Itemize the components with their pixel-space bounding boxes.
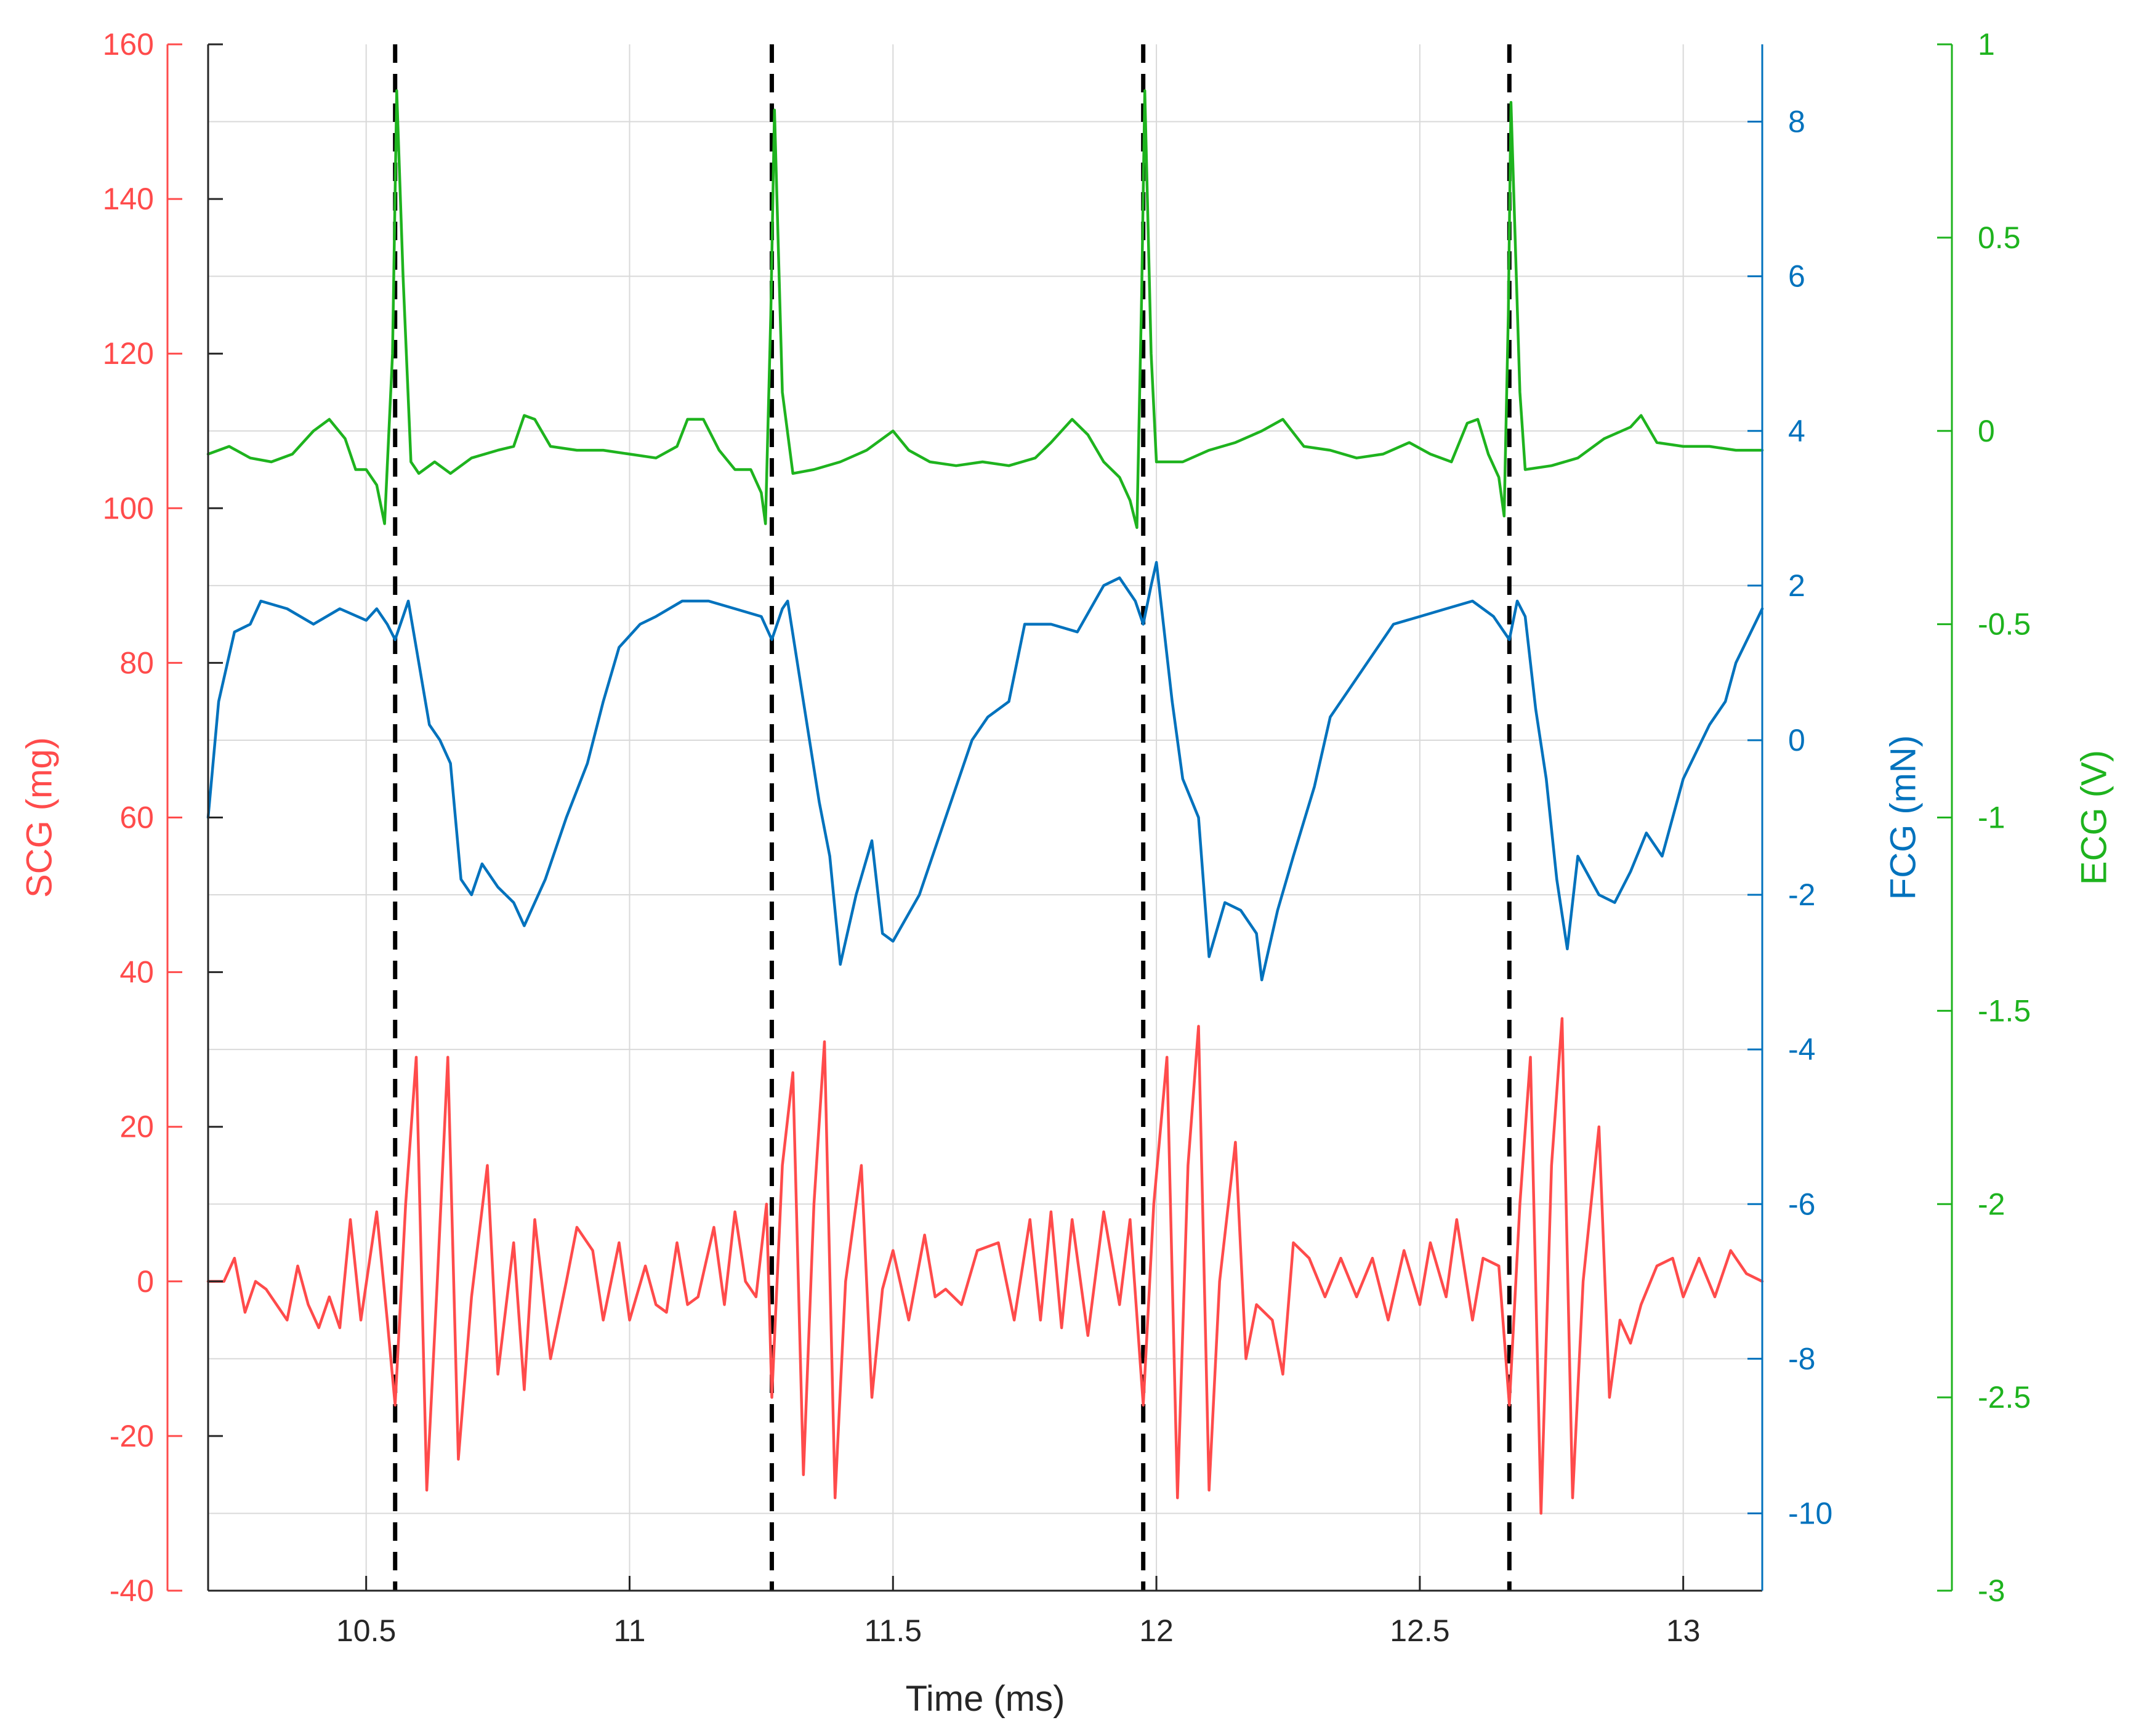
- fcg-tick-label: -2: [1788, 878, 1815, 912]
- grid: [208, 44, 1762, 1591]
- ecg-tick-label: -0.5: [1978, 607, 2031, 642]
- scg-tick-label: 100: [103, 491, 154, 525]
- ecg-tick-label: 0: [1978, 414, 1995, 448]
- ecg-tick-label: -2: [1978, 1187, 2005, 1221]
- ecg-tick-label: 0.5: [1978, 220, 2021, 255]
- x-tick-label: 12: [1139, 1613, 1174, 1648]
- x-tick-label: 12.5: [1390, 1613, 1449, 1648]
- scg-tick-label: 160: [103, 27, 154, 62]
- scg-tick-label: 60: [119, 801, 154, 835]
- ecg-series-line: [206, 89, 1764, 529]
- scg-tick-label: 20: [119, 1110, 154, 1144]
- fcg-tick-label: -4: [1788, 1032, 1815, 1067]
- scg-tick-label: 120: [103, 336, 154, 371]
- fcg-tick-label: -10: [1788, 1496, 1832, 1530]
- ecg-axis-label: ECG (V): [2074, 750, 2114, 885]
- scg-axis-label: SCG (mg): [19, 737, 59, 898]
- scg-tick-label: 80: [119, 645, 154, 680]
- scg-tick-label: 140: [103, 182, 154, 216]
- ecg-tick-label: 1: [1978, 27, 1995, 62]
- x-tick-label: 10.5: [336, 1613, 396, 1648]
- fcg-tick-label: 2: [1788, 568, 1805, 603]
- fcg-tick-label: 4: [1788, 414, 1805, 448]
- fcg-tick-label: 8: [1788, 105, 1805, 139]
- fcg-tick-label: 0: [1788, 723, 1805, 757]
- scg-tick-label: -40: [110, 1573, 154, 1608]
- x-tick-label: 11.5: [864, 1613, 922, 1648]
- x-tick-label: 13: [1666, 1613, 1701, 1648]
- fcg-tick-label: -6: [1788, 1187, 1815, 1221]
- x-axis-label: Time (ms): [906, 1679, 1065, 1719]
- scg-tick-label: 40: [119, 955, 154, 990]
- scg-tick-label: 0: [137, 1264, 154, 1299]
- x-tick-label: 11: [614, 1613, 646, 1648]
- ecg-tick-label: -1: [1978, 801, 2005, 835]
- ecg-tick-label: -2.5: [1978, 1380, 2031, 1415]
- fcg-tick-label: -8: [1788, 1341, 1815, 1376]
- fcg-series-line: [206, 560, 1764, 982]
- ecg-tick-label: -1.5: [1978, 993, 2031, 1028]
- fcg-tick-label: 6: [1788, 259, 1805, 294]
- axes-layer: 10.5 11 11.5 12 12.5 13-40-200204060801001201…: [103, 27, 2031, 1648]
- ecg-tick-label: -3: [1978, 1573, 2005, 1608]
- scg-tick-label: -20: [110, 1419, 154, 1453]
- series-layer: [206, 89, 1764, 1515]
- beat-markers: [393, 44, 1512, 1591]
- fcg-axis-label: FCG (mN): [1883, 735, 1923, 900]
- scg-series-line: [206, 1017, 1764, 1515]
